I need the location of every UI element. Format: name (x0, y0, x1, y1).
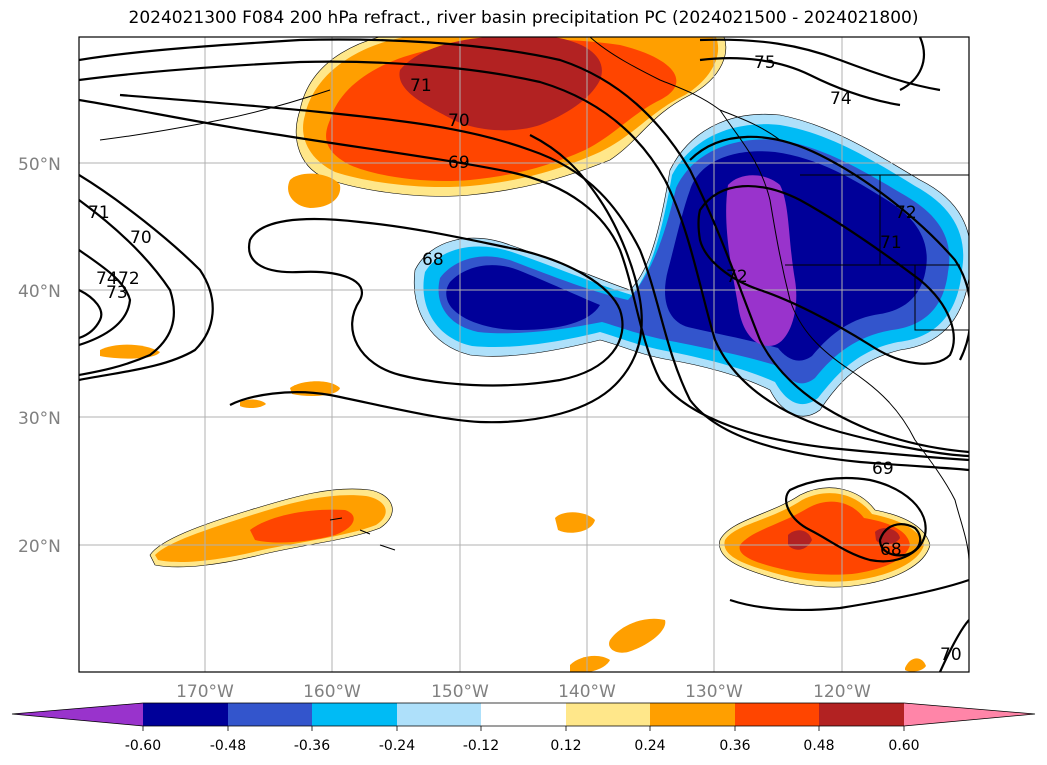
map-title: 2024021300 F084 200 hPa refract., river … (128, 8, 919, 28)
fill-pos-24-small2 (100, 344, 160, 359)
height-contours (79, 37, 969, 672)
lon-label-160w: 160°W (303, 682, 361, 702)
gridlines (79, 37, 969, 672)
latitude-axis: 50°N 40°N 30°N 20°N (18, 155, 61, 557)
fill-pos-24-small6 (609, 618, 666, 653)
contour-label: 70 (448, 111, 470, 131)
lon-label-170w: 170°W (176, 682, 234, 702)
colorbar-segment (819, 703, 904, 726)
colorbar-segment (143, 703, 228, 726)
colorbar-segment (650, 703, 735, 726)
contour-label: 71 (410, 76, 432, 96)
contour-label: 71 (88, 203, 110, 223)
fill-pos-48-east2 (875, 528, 900, 545)
north-america-coast (719, 109, 969, 561)
colorbar-extend-low (12, 703, 143, 726)
contour-label: 72 (726, 267, 748, 287)
colorbar-tick-label: -0.12 (463, 738, 499, 754)
fill-pos-24-small8 (905, 658, 926, 672)
colorbar-tick-label: 0.24 (634, 738, 665, 754)
colorbar: -0.60 -0.48 -0.36 -0.24 -0.12 0.12 0.24 … (11, 702, 1036, 754)
contour-label-group: 71 70 69 68 75 74 72 71 70 72 73 74 72 7… (88, 53, 962, 665)
colorbar-segment (228, 703, 312, 726)
hawaii-islands (329, 517, 396, 551)
coastlines (99, 37, 969, 561)
state-border-4 (914, 265, 969, 331)
contour-label: 70 (130, 228, 152, 248)
colorbar-segment (312, 703, 397, 726)
lat-label-30n: 30°N (18, 409, 61, 429)
contour-label: 73 (106, 283, 128, 303)
contour-label: 71 (880, 233, 902, 253)
contour-label: 68 (422, 250, 444, 270)
fill-pos-24-small7 (570, 655, 610, 672)
contour-east-low (697, 184, 955, 365)
colorbar-segment (566, 703, 650, 726)
alaska-coast (589, 37, 781, 141)
colorbar-tick-label: -0.36 (294, 738, 330, 754)
fill-pos-36-hawaii (250, 509, 354, 543)
colorbar-tick-label: 0.48 (803, 738, 834, 754)
contour-label: 70 (940, 645, 962, 665)
contour-west (79, 199, 175, 377)
colorbar-tick-label: 0.12 (550, 738, 581, 754)
colorbar-ticks (142, 726, 905, 731)
contour-label: 72 (895, 203, 917, 223)
contour-label: 74 (830, 89, 852, 109)
fill-neg-48 (446, 265, 600, 330)
contour-label: 69 (448, 153, 470, 173)
fill-pos-24-small (288, 173, 341, 208)
contour-label: 68 (880, 540, 902, 560)
colorbar-segment (481, 703, 566, 726)
fill-pos-24-small4 (240, 399, 266, 409)
colorbar-segment (397, 703, 481, 726)
fill-pos-24-small5 (555, 512, 595, 533)
lon-label-130w: 130°W (685, 682, 743, 702)
lon-label-140w: 140°W (558, 682, 616, 702)
lat-label-50n: 50°N (18, 155, 61, 175)
longitude-axis: 170°W 160°W 150°W 140°W 130°W 120°W (176, 682, 871, 702)
contour-label: 72 (118, 269, 140, 289)
colorbar-segment (735, 703, 819, 726)
colorbar-tick-label: 0.36 (719, 738, 750, 754)
plot-frame (78, 36, 970, 673)
lon-label-120w: 120°W (813, 682, 871, 702)
contour-label: 74 (96, 269, 118, 289)
fill-neg-60 (726, 175, 797, 346)
lat-label-20n: 20°N (18, 537, 61, 557)
colorbar-tick-label: -0.48 (210, 738, 246, 754)
colorbar-tick-label: -0.24 (379, 738, 415, 754)
aleutians (99, 89, 331, 141)
positive-anomaly-north (100, 37, 727, 409)
colorbar-tick-label: 0.60 (888, 738, 919, 754)
lat-label-40n: 40°N (18, 282, 61, 302)
colorbar-tick-label: -0.60 (125, 738, 161, 754)
lon-label-150w: 150°W (431, 682, 489, 702)
fill-pos-48 (399, 37, 602, 131)
contour-label: 75 (754, 53, 776, 73)
colorbar-extend-high (904, 703, 1035, 726)
contour-label: 69 (872, 459, 894, 479)
